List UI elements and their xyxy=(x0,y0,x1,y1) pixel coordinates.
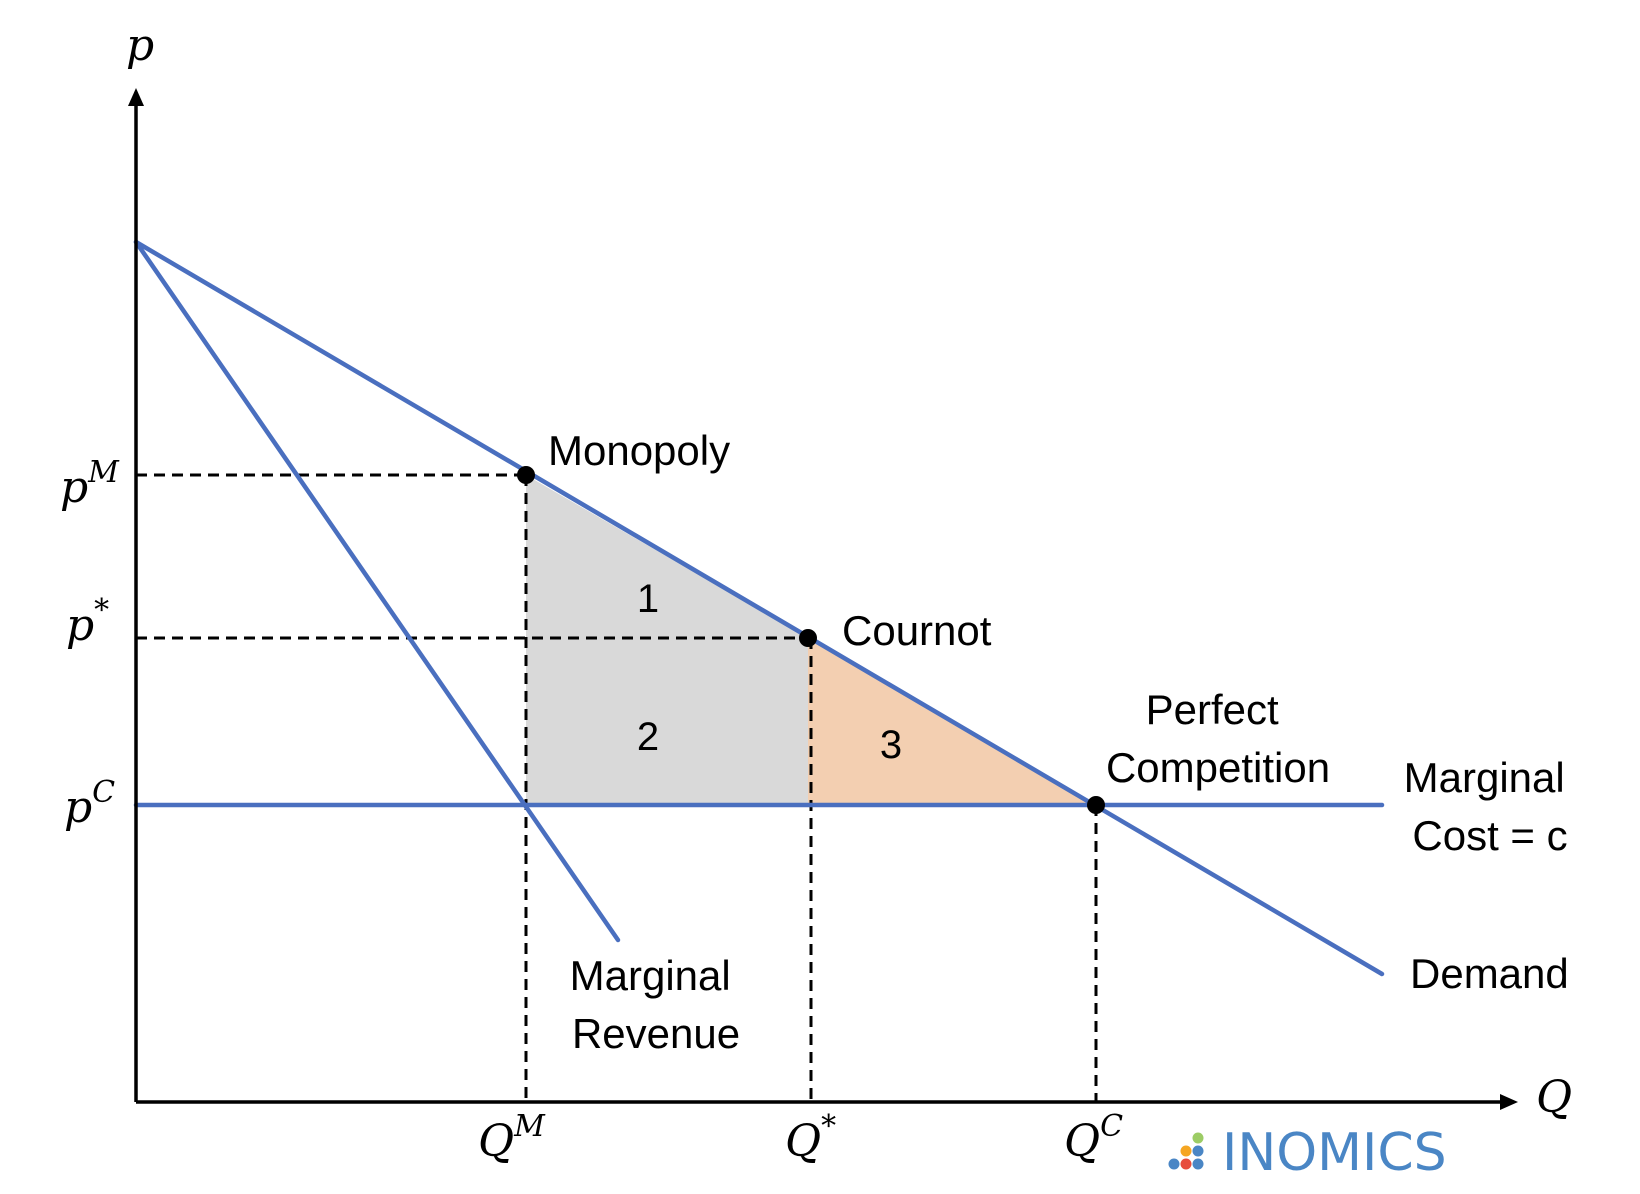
quantity-tick-competitive: QC xyxy=(1064,1109,1123,1167)
axes xyxy=(134,104,1502,1104)
inomics-logo: INOMICS xyxy=(1168,1123,1447,1183)
region-2-deadweight xyxy=(526,638,808,805)
price-tick-monopoly: pM xyxy=(60,455,120,513)
dashed-guides xyxy=(136,473,1098,1102)
region-3-label: 3 xyxy=(880,723,902,767)
cournot-point xyxy=(799,629,817,647)
price-tick-cournot: p* xyxy=(66,593,109,651)
cournot-label: Cournot xyxy=(842,607,992,654)
demand-label: Demand xyxy=(1410,950,1569,997)
price-tick-competitive: pC xyxy=(64,775,115,833)
x-axis-label: Q xyxy=(1536,1072,1572,1123)
marginal-revenue-curve xyxy=(133,239,621,943)
y-axis-arrow-icon xyxy=(128,88,144,106)
y-axis-label: p xyxy=(126,20,154,71)
perfect-competition-label: Perfect Competition xyxy=(1106,686,1330,791)
inomics-logo-text: INOMICS xyxy=(1222,1123,1447,1183)
quantity-tick-monopoly: QM xyxy=(478,1109,546,1167)
perfect-competition-point xyxy=(1087,796,1105,814)
region-1-label: 1 xyxy=(637,577,659,621)
inomics-dots-icon xyxy=(1168,1132,1204,1170)
monopoly-point xyxy=(517,466,535,484)
marginal-cost-label: Marginal Cost = c xyxy=(1404,754,1577,859)
marginal-revenue-label: Marginal Revenue xyxy=(570,952,743,1057)
region-2-label: 2 xyxy=(637,715,659,759)
demand-curve xyxy=(133,239,1385,977)
monopoly-label: Monopoly xyxy=(548,427,730,474)
x-axis-arrow-icon xyxy=(1500,1094,1518,1110)
quantity-tick-cournot: Q* xyxy=(785,1109,836,1167)
